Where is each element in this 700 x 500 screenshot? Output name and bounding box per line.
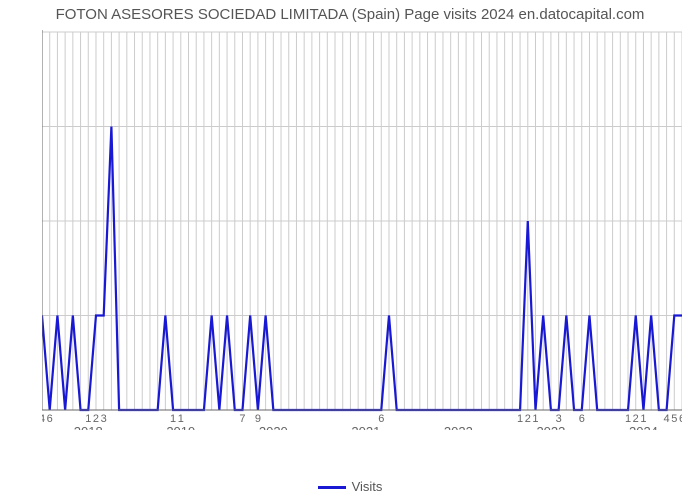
svg-text:2: 2 xyxy=(525,413,531,425)
svg-text:4: 4 xyxy=(664,413,670,425)
svg-text:2024: 2024 xyxy=(629,424,658,430)
svg-text:2021: 2021 xyxy=(351,424,380,430)
svg-text:5: 5 xyxy=(671,413,677,425)
svg-text:2019: 2019 xyxy=(166,424,195,430)
svg-text:2022: 2022 xyxy=(444,424,473,430)
svg-text:4: 4 xyxy=(42,413,45,425)
x-axis-year-labels: 2018 2019 2020 2021 2022 2023 2024 xyxy=(74,424,658,430)
chart-title: FOTON ASESORES SOCIEDAD LIMITADA (Spain)… xyxy=(0,0,700,23)
svg-text:2018: 2018 xyxy=(74,424,103,430)
svg-text:7: 7 xyxy=(239,413,245,425)
visits-line xyxy=(42,127,682,411)
legend: Visits xyxy=(0,479,700,494)
chart-container: FOTON ASESORES SOCIEDAD LIMITADA (Spain)… xyxy=(0,0,700,500)
svg-text:6: 6 xyxy=(679,413,682,425)
legend-label: Visits xyxy=(352,479,383,494)
svg-text:6: 6 xyxy=(47,413,53,425)
svg-text:1: 1 xyxy=(517,413,523,425)
svg-text:2020: 2020 xyxy=(259,424,288,430)
svg-text:2023: 2023 xyxy=(536,424,565,430)
legend-swatch xyxy=(318,486,346,489)
svg-text:6: 6 xyxy=(579,413,585,425)
chart-plot: 01234 461231179612136121456 201820192020… xyxy=(42,30,682,430)
